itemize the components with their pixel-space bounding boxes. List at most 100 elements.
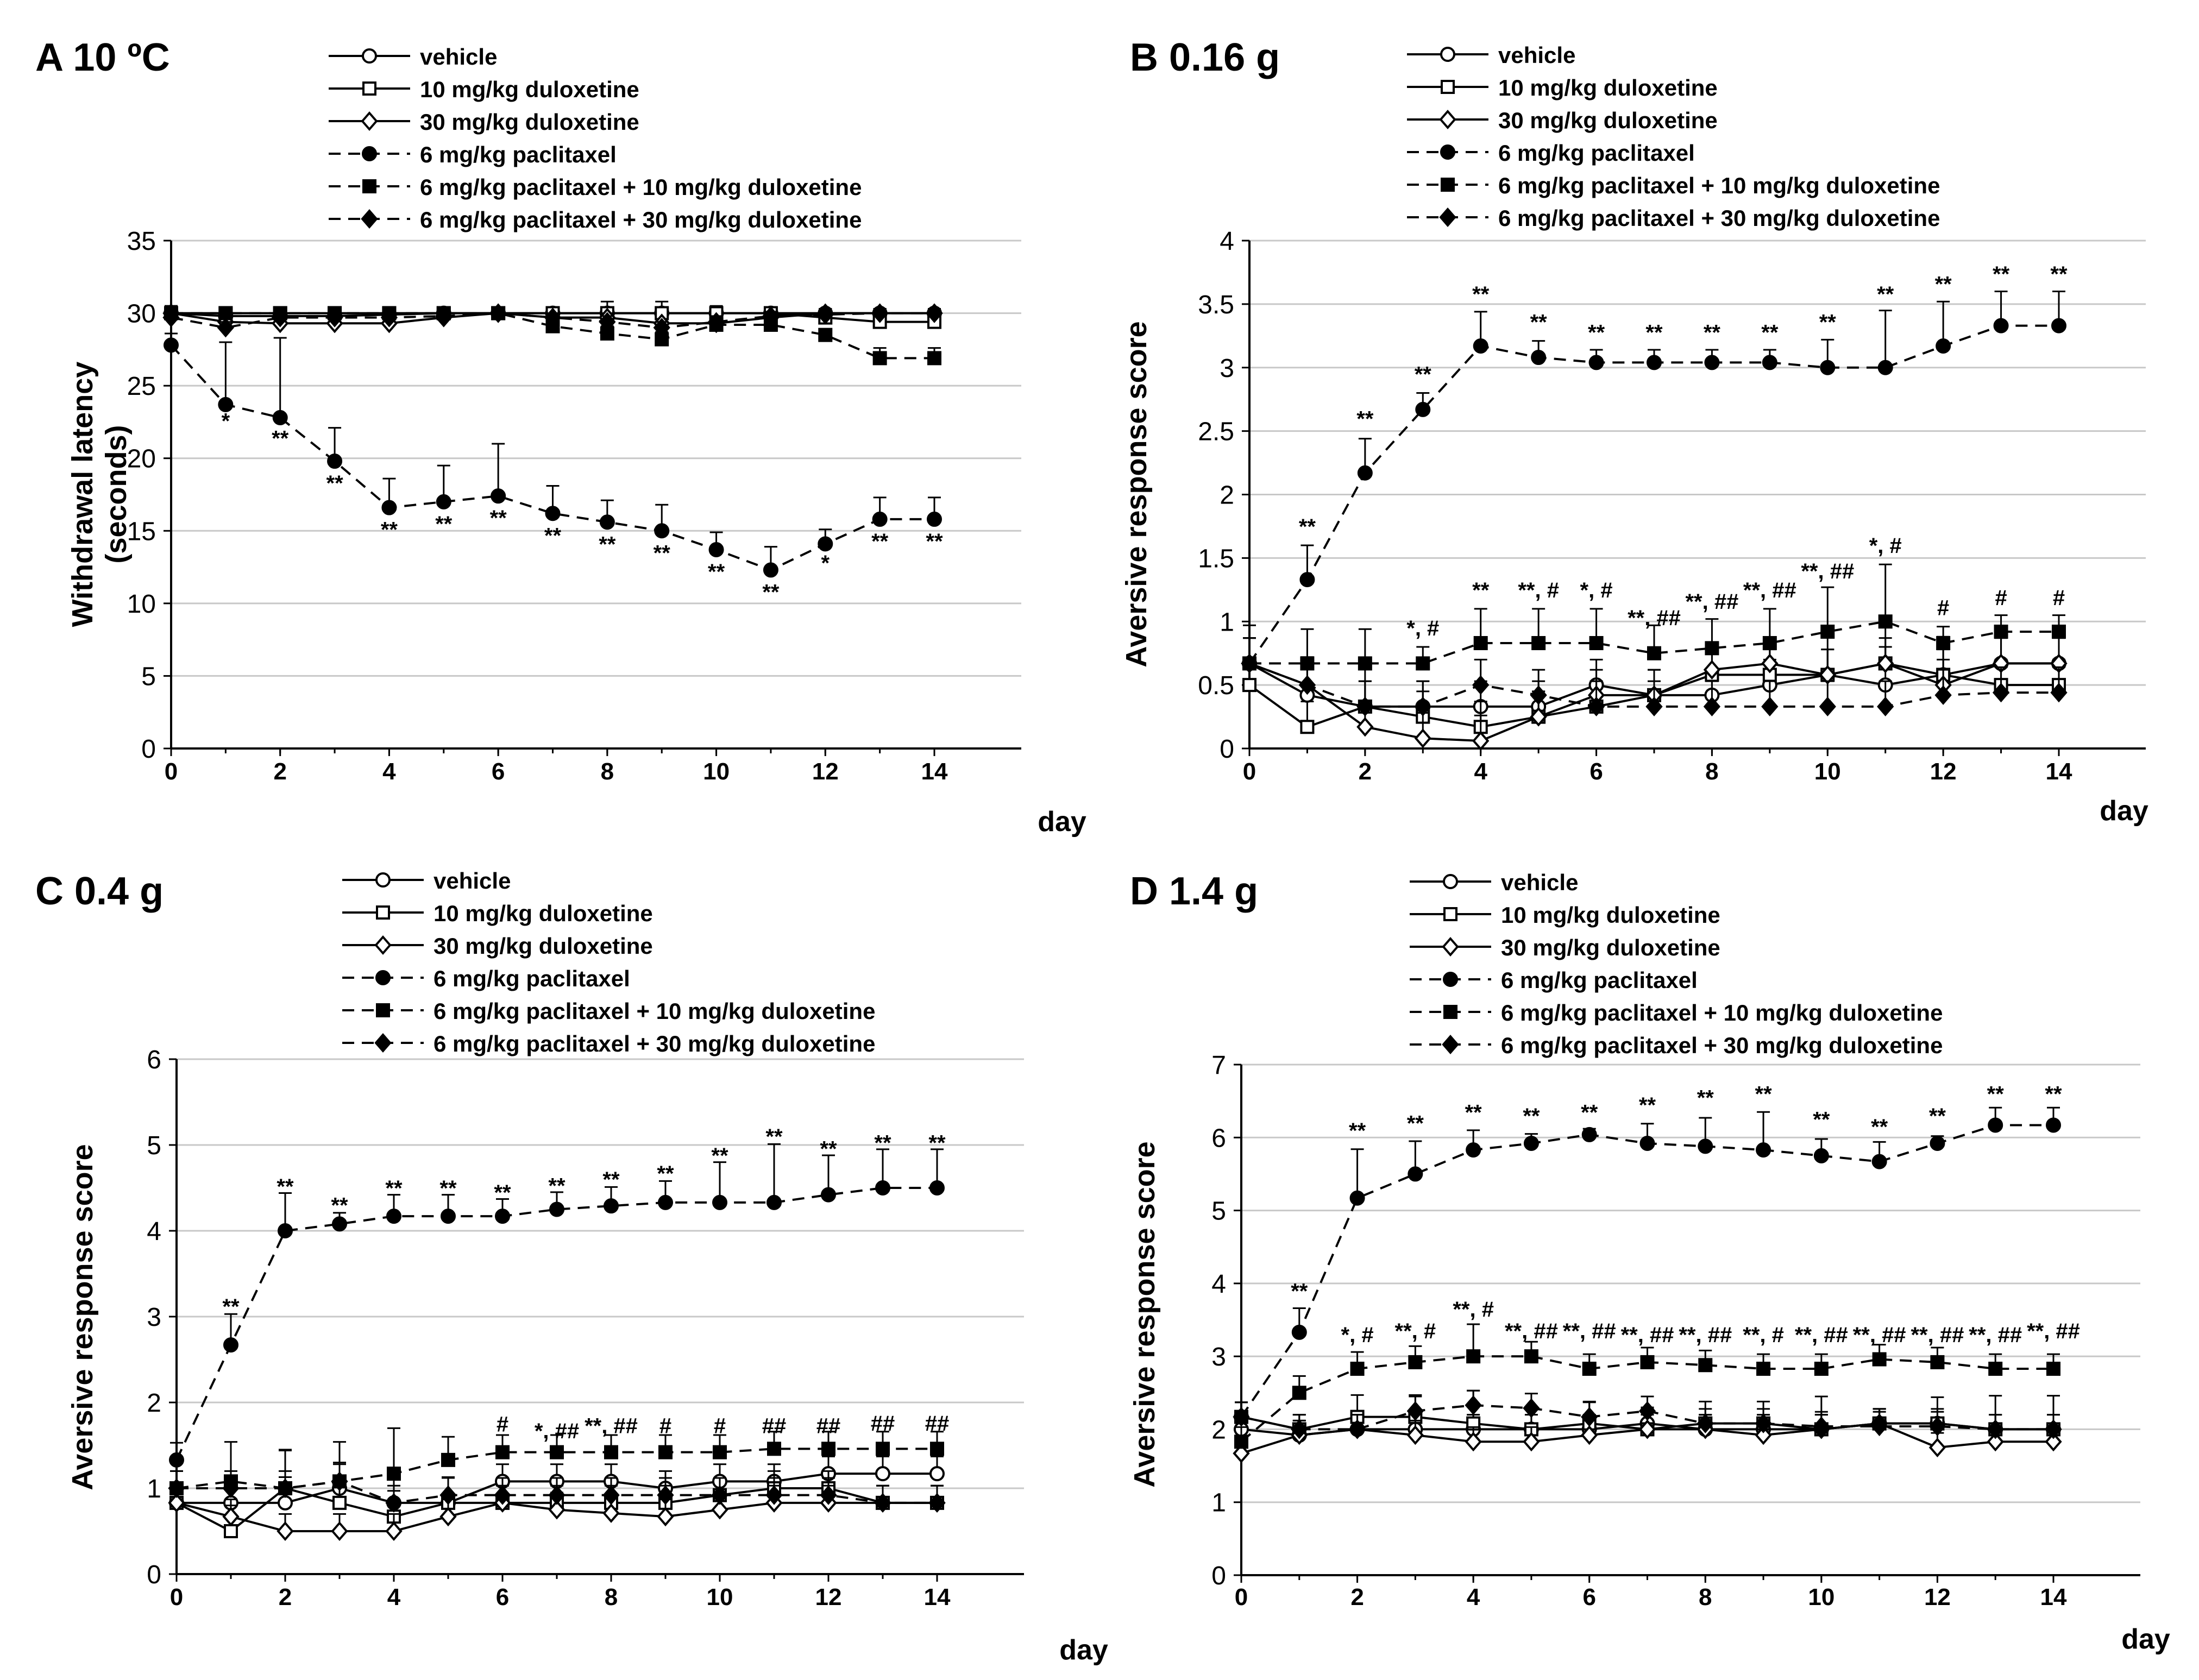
significance-label: *, # — [1869, 534, 1902, 558]
significance-label: **, ## — [1911, 1323, 1964, 1347]
data-point — [821, 1442, 835, 1456]
data-point — [1639, 1136, 1655, 1152]
significance-label: ** — [874, 1131, 891, 1155]
legend-marker-diamond-open — [374, 935, 392, 955]
data-point — [1647, 355, 1662, 370]
legend-label: vehicle — [1498, 42, 1575, 68]
legend-entry-6-mg-kg-paclitaxel-30-mg-kg-duloxetine: 6 mg/kg paclitaxel + 30 mg/kg duloxetine — [329, 207, 862, 232]
data-point — [1530, 707, 1547, 727]
legend-label: 30 mg/kg duloxetine — [1501, 935, 1720, 960]
y-tick-label: 1 — [1220, 608, 1234, 637]
data-point — [1936, 635, 1951, 650]
data-point — [928, 1493, 946, 1513]
data-point — [1878, 614, 1893, 629]
x-tick-label: 6 — [496, 1584, 509, 1610]
x-tick-label: 0 — [170, 1584, 183, 1610]
y-tick-label: 2 — [1211, 1415, 1226, 1444]
significance-label: ** — [1291, 1279, 1308, 1303]
significance-label: **, ## — [1621, 1323, 1674, 1347]
data-point — [712, 1194, 727, 1210]
data-point — [1814, 1361, 1829, 1376]
significance-label: ## — [762, 1414, 787, 1438]
y-axis-label: Aversive response score — [66, 1144, 99, 1490]
x-tick-label: 2 — [279, 1584, 292, 1610]
data-point — [1581, 1407, 1598, 1427]
data-point — [658, 1194, 673, 1210]
significance-label: ** — [381, 518, 398, 542]
x-tick-label: 6 — [1582, 1584, 1595, 1610]
data-point — [1698, 1358, 1713, 1373]
data-point — [711, 1500, 728, 1520]
significance-label: ** — [1697, 1086, 1714, 1110]
legend-entry-vehicle: vehicle — [329, 44, 497, 70]
legend-entry-10-mg-kg-duloxetine: 10 mg/kg duloxetine — [329, 77, 639, 102]
data-point — [1819, 696, 1836, 716]
series-6-mg-kg-paclitaxel-30-mg-kg-duloxetine — [168, 1463, 946, 1513]
y-tick-label: 6 — [147, 1046, 161, 1074]
legend-marker-square-filled — [376, 1003, 390, 1017]
panel-title: D 1.4 g — [1130, 870, 1258, 913]
data-point — [1928, 1437, 1946, 1458]
y-tick-label: 0 — [147, 1561, 161, 1589]
significance-label: **, ## — [1685, 590, 1738, 614]
data-point — [1993, 318, 2009, 334]
data-point — [331, 1521, 348, 1541]
x-tick-label: 10 — [1814, 758, 1841, 785]
significance-label: ** — [2050, 262, 2068, 286]
data-point — [1820, 624, 1835, 639]
data-point — [926, 303, 943, 323]
data-point — [1233, 1443, 1250, 1463]
data-point — [1987, 1419, 2004, 1439]
data-point — [326, 307, 343, 328]
legend-entry-6-mg-kg-paclitaxel: 6 mg/kg paclitaxel — [329, 142, 617, 167]
data-point — [1813, 1148, 1829, 1163]
significance-label: ** — [435, 512, 453, 536]
data-point — [1291, 1324, 1307, 1340]
data-point — [1473, 338, 1488, 354]
legend-marker-circle-open — [375, 872, 391, 888]
data-point — [1234, 1434, 1248, 1449]
legend-label: 30 mg/kg duloxetine — [420, 109, 639, 135]
legend-marker-square-filled — [362, 179, 376, 193]
x-tick-label: 4 — [387, 1584, 401, 1610]
significance-label: **, ## — [1743, 578, 1796, 602]
data-point — [1524, 1349, 1538, 1364]
y-axis-label: Aversive response score — [1120, 321, 1153, 667]
legend-entry-vehicle: vehicle — [1410, 870, 1578, 895]
data-point — [1640, 1355, 1655, 1369]
x-tick-label: 12 — [812, 758, 839, 785]
significance-label: * — [821, 551, 830, 575]
significance-label: ** — [1581, 1100, 1598, 1124]
x-tick-label: 14 — [924, 1584, 951, 1610]
data-point — [2045, 1419, 2062, 1439]
significance-label: ** — [599, 532, 616, 556]
data-point — [1241, 653, 1258, 674]
series-6-mg-kg-paclitaxel-10-mg-kg-duloxetine — [1242, 563, 2066, 671]
data-point — [489, 303, 507, 323]
data-point — [818, 328, 833, 342]
significance-label: ** — [331, 1194, 348, 1218]
legend-entry-30-mg-kg-duloxetine: 30 mg/kg duloxetine — [1410, 935, 1720, 960]
x-tick-label: 12 — [1924, 1584, 1951, 1610]
data-point — [277, 1521, 294, 1541]
significance-label: ** — [1993, 262, 2010, 286]
legend-entry-6-mg-kg-paclitaxel: 6 mg/kg paclitaxel — [1410, 967, 1698, 993]
legend-entry-6-mg-kg-paclitaxel-30-mg-kg-duloxetine: 6 mg/kg paclitaxel + 30 mg/kg duloxetine — [1407, 205, 1940, 231]
legend-marker-square-open — [1441, 80, 1455, 94]
x-tick-label: 10 — [703, 758, 730, 785]
data-point — [332, 1495, 347, 1510]
data-point — [1704, 355, 1720, 370]
significance-label: ** — [1465, 1100, 1482, 1124]
y-tick-label: 1.5 — [1198, 544, 1234, 573]
data-point — [1473, 635, 1488, 650]
significance-label: ** — [1356, 407, 1374, 431]
data-point — [1994, 624, 2008, 639]
x-tick-label: 4 — [1474, 758, 1487, 785]
data-point — [1756, 1361, 1771, 1376]
legend-marker-diamond-open — [1439, 109, 1456, 130]
y-tick-label: 3.5 — [1198, 291, 1234, 319]
significance-label: ** — [928, 1131, 946, 1155]
chart-panel-b: 0 0.5 1 1.5 2 2.5 3 3.5 4 0 2 4 6 8 10 12 14 day Aversive … — [1120, 36, 2148, 827]
data-point — [548, 1485, 566, 1505]
